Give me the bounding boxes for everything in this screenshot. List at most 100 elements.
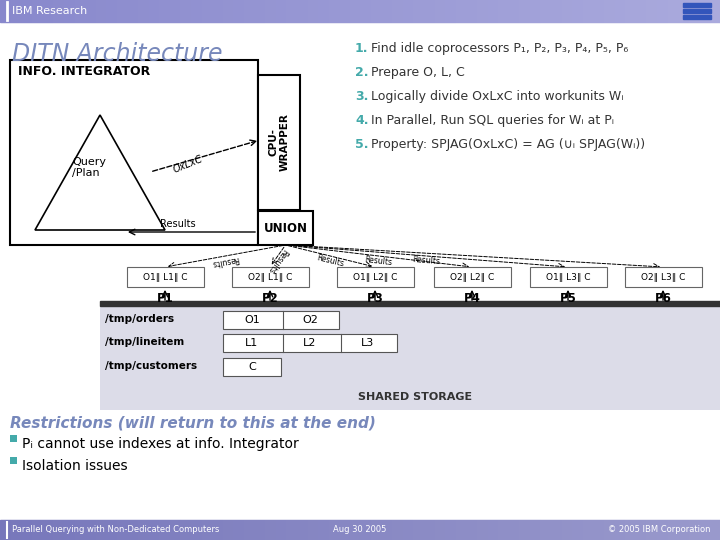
Bar: [511, 520, 512, 540]
Bar: [704, 520, 705, 540]
Bar: [222, 0, 223, 22]
Bar: [253, 0, 254, 22]
Bar: [497, 0, 498, 22]
Bar: [408, 0, 409, 22]
Bar: [529, 520, 530, 540]
Text: 4.: 4.: [355, 114, 369, 127]
Bar: [551, 0, 552, 22]
Bar: [44, 520, 45, 540]
Bar: [221, 0, 222, 22]
Bar: [695, 520, 696, 540]
Bar: [174, 0, 175, 22]
Bar: [445, 0, 446, 22]
Bar: [158, 0, 159, 22]
Bar: [567, 0, 568, 22]
Bar: [422, 520, 423, 540]
Bar: [116, 520, 117, 540]
Bar: [648, 520, 649, 540]
Bar: [687, 520, 688, 540]
Bar: [233, 520, 234, 540]
Bar: [217, 0, 218, 22]
Bar: [543, 520, 544, 540]
Bar: [482, 0, 483, 22]
Text: /tmp/lineitem: /tmp/lineitem: [105, 337, 184, 347]
Bar: [177, 0, 178, 22]
Bar: [169, 520, 170, 540]
Bar: [233, 0, 234, 22]
Bar: [4, 520, 5, 540]
Bar: [279, 520, 280, 540]
Bar: [539, 0, 540, 22]
Bar: [204, 520, 205, 540]
Bar: [666, 0, 667, 22]
Bar: [402, 520, 403, 540]
Bar: [552, 520, 553, 540]
Bar: [168, 520, 169, 540]
Bar: [54, 0, 55, 22]
Bar: [357, 0, 358, 22]
Bar: [166, 0, 167, 22]
Bar: [462, 520, 463, 540]
Bar: [715, 520, 716, 540]
Bar: [460, 520, 461, 540]
Bar: [477, 0, 478, 22]
Bar: [663, 0, 664, 22]
Bar: [296, 0, 297, 22]
Bar: [506, 520, 507, 540]
Bar: [248, 520, 249, 540]
Bar: [282, 520, 283, 540]
Bar: [10, 520, 11, 540]
Bar: [420, 520, 421, 540]
Bar: [122, 0, 123, 22]
Bar: [477, 520, 478, 540]
Bar: [675, 0, 676, 22]
Bar: [664, 520, 665, 540]
Bar: [637, 0, 638, 22]
Bar: [465, 520, 466, 540]
Bar: [79, 520, 80, 540]
Bar: [509, 520, 510, 540]
Bar: [215, 0, 216, 22]
Bar: [85, 0, 86, 22]
Bar: [402, 0, 403, 22]
Bar: [304, 0, 305, 22]
Bar: [333, 520, 334, 540]
Bar: [493, 0, 494, 22]
Bar: [139, 520, 140, 540]
Bar: [563, 0, 564, 22]
Bar: [170, 0, 171, 22]
Bar: [223, 358, 281, 376]
Bar: [27, 520, 28, 540]
Bar: [622, 520, 623, 540]
Bar: [11, 520, 12, 540]
Bar: [521, 520, 522, 540]
Bar: [254, 520, 255, 540]
Bar: [254, 0, 255, 22]
Bar: [641, 520, 642, 540]
Bar: [680, 520, 681, 540]
Bar: [314, 0, 315, 22]
Bar: [24, 0, 25, 22]
Bar: [677, 0, 678, 22]
Bar: [609, 520, 610, 540]
Bar: [138, 0, 139, 22]
Bar: [497, 520, 498, 540]
Bar: [414, 0, 415, 22]
Bar: [284, 520, 285, 540]
Bar: [89, 520, 90, 540]
Bar: [483, 0, 484, 22]
Bar: [498, 520, 499, 540]
Bar: [485, 0, 486, 22]
Bar: [705, 0, 706, 22]
Bar: [513, 520, 514, 540]
Bar: [58, 520, 59, 540]
Bar: [569, 0, 570, 22]
Bar: [368, 520, 369, 540]
Bar: [195, 520, 196, 540]
Bar: [135, 0, 136, 22]
Bar: [602, 520, 603, 540]
Bar: [8, 0, 9, 22]
Text: L1: L1: [246, 338, 258, 348]
Bar: [50, 0, 51, 22]
Bar: [469, 520, 470, 540]
